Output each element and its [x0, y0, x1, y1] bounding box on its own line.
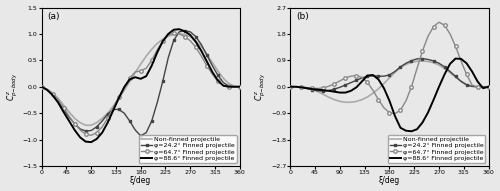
X-axis label: ξ/deg: ξ/deg — [130, 176, 152, 185]
Legend: Non-finned projectile, φ=24.2° Finned projectile, φ=64.7° Finned projectile, φ=8: Non-finned projectile, φ=24.2° Finned pr… — [388, 135, 486, 163]
Text: (b): (b) — [296, 12, 309, 21]
Y-axis label: $C^z_{p{-}body}$: $C^z_{p{-}body}$ — [6, 72, 20, 101]
Y-axis label: $C^z_{p{-}body}$: $C^z_{p{-}body}$ — [254, 72, 268, 101]
X-axis label: ξ/deg: ξ/deg — [379, 176, 400, 185]
Legend: Non-finned projectile, φ=24.2° Finned projectile, φ=64.7° Finned projectile, φ=8: Non-finned projectile, φ=24.2° Finned pr… — [139, 135, 236, 163]
Text: (a): (a) — [48, 12, 60, 21]
